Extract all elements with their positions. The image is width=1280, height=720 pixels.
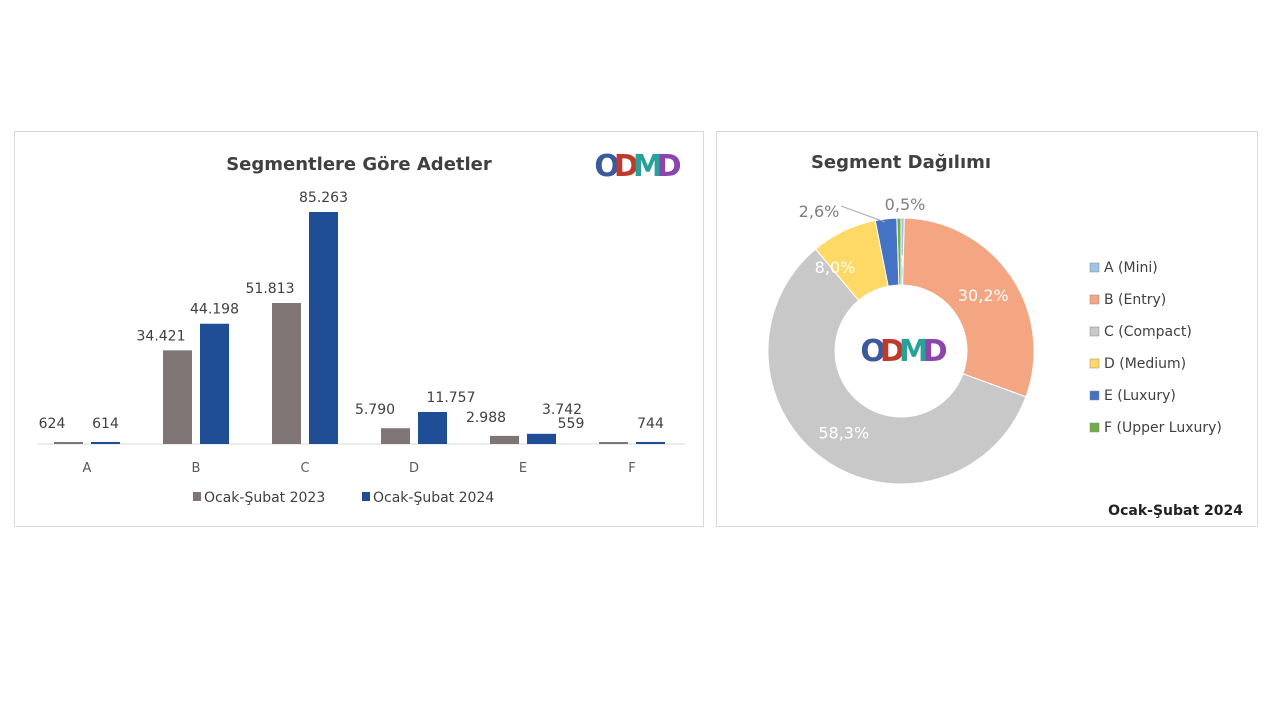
data-label: 559 xyxy=(558,416,585,432)
x-tick-label: E xyxy=(519,461,527,476)
x-tick-label: F xyxy=(628,461,635,476)
x-tick-label: C xyxy=(300,461,309,476)
donut-subtitle: Ocak-Şubat 2024 xyxy=(1108,503,1243,519)
legend-label: A (Mini) xyxy=(1104,260,1158,276)
bar-D-1 xyxy=(418,412,447,444)
donut-chart-title: Segment Dağılımı xyxy=(811,152,991,173)
bar-chart-title: Segmentlere Göre Adetler xyxy=(226,154,492,175)
donut-value-label: 2,6% xyxy=(799,202,840,221)
data-label: 44.198 xyxy=(190,302,239,318)
donut-value-label: 30,2% xyxy=(958,286,1009,305)
bar-E-0 xyxy=(490,435,519,444)
legend-swatch xyxy=(1089,294,1100,305)
data-label: 744 xyxy=(637,416,664,432)
legend-swatch xyxy=(193,492,201,501)
data-label: 11.757 xyxy=(427,390,476,406)
legend-label: Ocak-Şubat 2023 xyxy=(204,490,325,506)
bar-D-0 xyxy=(381,428,410,444)
bar-E-1 xyxy=(527,433,556,444)
data-label: 51.813 xyxy=(246,281,295,297)
bar-chart: Segmentlere Göre Adetler ODMD A 624 614 B 34… xyxy=(37,149,687,506)
legend-label: B (Entry) xyxy=(1104,292,1166,308)
x-tick-label: B xyxy=(192,461,201,476)
donut-slice-F xyxy=(896,217,902,286)
legend-label: F (Upper Luxury) xyxy=(1104,420,1222,436)
donut-slice-B xyxy=(902,217,1035,398)
bar-C-1 xyxy=(309,212,338,444)
bar-F-0 xyxy=(599,442,628,444)
data-label: 614 xyxy=(92,416,119,432)
x-tick-label: D xyxy=(409,461,419,476)
data-label: 34.421 xyxy=(137,328,186,344)
legend-swatch xyxy=(362,492,370,501)
bar-C-0 xyxy=(272,303,301,444)
leader-line xyxy=(840,205,886,223)
odmd-logo: ODMD xyxy=(594,149,686,184)
x-tick-label: A xyxy=(83,461,92,476)
bar-chart-panel: Segmentlere Göre Adetler ODMD A 624 614 B 34… xyxy=(14,131,704,527)
data-label: 2.988 xyxy=(466,410,506,426)
logo-text: ODMD xyxy=(594,149,680,184)
bar-A-0 xyxy=(54,442,83,444)
donut-slice-C xyxy=(767,248,1027,485)
bar-A-1 xyxy=(91,442,120,444)
donut-value-label: 8,0% xyxy=(815,258,856,277)
data-label: 85.263 xyxy=(299,190,348,206)
legend-label: Ocak-Şubat 2024 xyxy=(373,490,494,506)
bar-F-1 xyxy=(636,441,665,444)
donut-value-label: 0,5% xyxy=(885,195,926,214)
legend-swatch xyxy=(1089,262,1100,273)
data-label: 624 xyxy=(39,416,66,432)
bar-B-0 xyxy=(163,350,192,444)
legend-swatch xyxy=(1089,358,1100,369)
data-label: 3.742 xyxy=(542,402,582,418)
legend-label: D (Medium) xyxy=(1104,356,1186,372)
logo-text: ODMD xyxy=(860,334,946,369)
legend-swatch xyxy=(1089,326,1100,337)
legend-label: C (Compact) xyxy=(1104,324,1192,340)
donut-chart-panel: Segment Dağılımı 0,4%A (Mini)30,2%B (Ent… xyxy=(716,131,1258,527)
legend-label: E (Luxury) xyxy=(1104,388,1176,404)
bar-B-1 xyxy=(200,323,229,444)
legend-swatch xyxy=(1089,422,1100,433)
donut-value-label: 58,3% xyxy=(818,423,869,442)
data-label: 5.790 xyxy=(355,402,395,418)
odmd-logo-center: ODMD xyxy=(860,334,952,369)
donut-chart: Segment Dağılımı 0,4%A (Mini)30,2%B (Ent… xyxy=(767,152,1243,519)
legend-swatch xyxy=(1089,390,1100,401)
